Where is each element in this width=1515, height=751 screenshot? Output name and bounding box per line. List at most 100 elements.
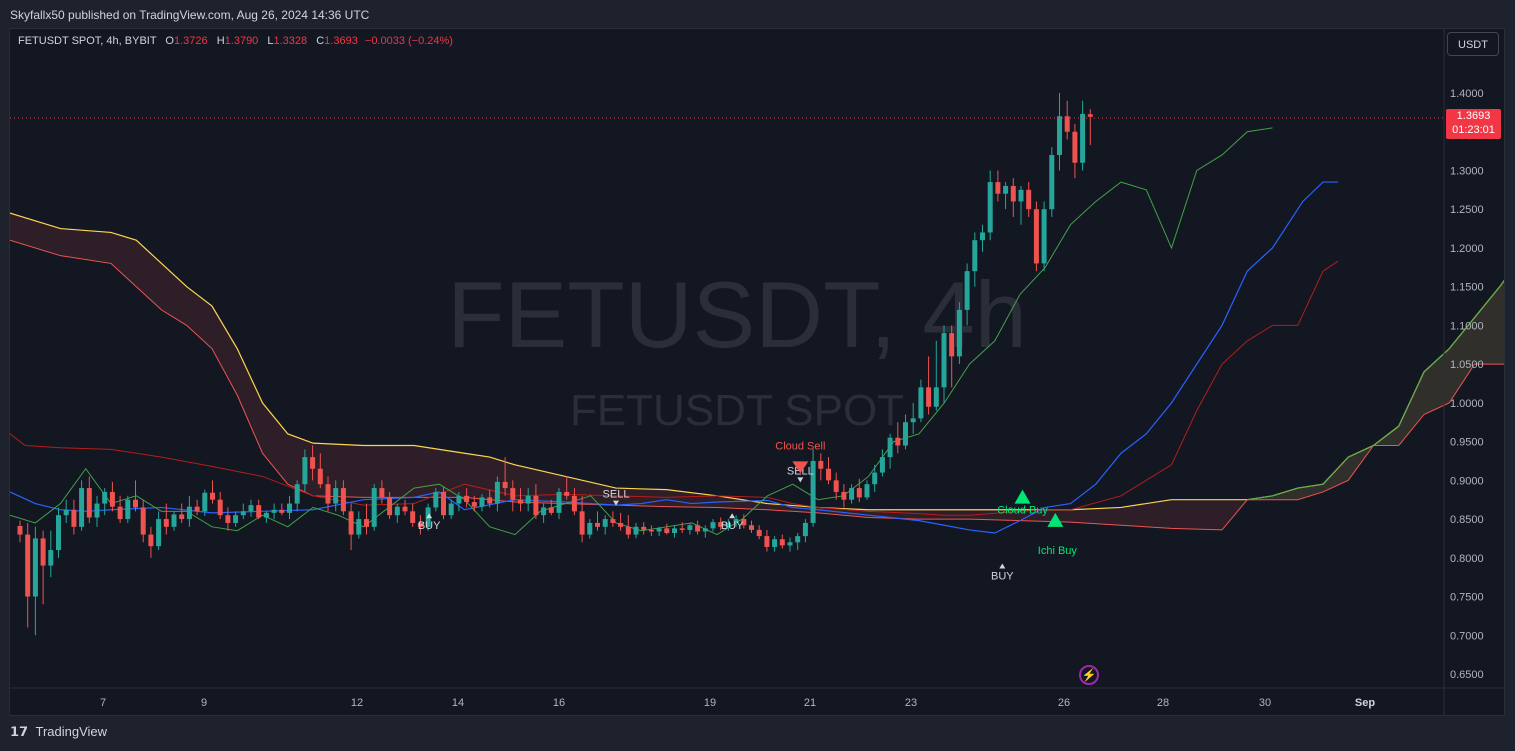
candle: [117, 495, 123, 523]
candle: [741, 514, 747, 529]
candle: [456, 491, 462, 512]
sell-arrow-icon: [797, 477, 804, 483]
candle: [579, 495, 585, 543]
symbol-watermark: FETUSDT, 4h FETUSDT SPOT: [447, 262, 1027, 435]
candle-body: [980, 232, 985, 241]
candle-body: [294, 484, 300, 504]
candle: [40, 530, 46, 605]
time-tick-label: 21: [804, 697, 816, 709]
candle: [171, 511, 177, 531]
time-tick-label: 12: [351, 697, 363, 709]
kijun-sen-line: [10, 260, 1339, 516]
candle-body: [856, 488, 862, 498]
candle-body: [56, 515, 61, 551]
candle-body: [117, 506, 123, 520]
candle: [1003, 182, 1009, 210]
candle: [833, 472, 839, 500]
candle-body: [248, 505, 254, 512]
close-value: 1.3693: [324, 35, 358, 47]
candle-body: [795, 536, 801, 543]
candle: [263, 511, 269, 523]
chikou-span-line: [10, 127, 1273, 536]
candle-body: [679, 528, 685, 530]
ichi-buy-label: Ichi Buy: [1038, 545, 1078, 557]
candle: [656, 526, 662, 537]
candle-body: [79, 488, 85, 527]
candle: [610, 511, 616, 527]
candle-body: [595, 522, 600, 527]
candle-body: [1041, 209, 1047, 264]
candle: [810, 449, 816, 527]
candle: [1033, 201, 1039, 272]
low-value: 1.3328: [273, 35, 308, 47]
candle-body: [340, 488, 346, 512]
price-tick-label: 0.7000: [1450, 630, 1484, 642]
candle: [279, 503, 285, 516]
cloud-bull-fill: [1247, 280, 1504, 500]
candle: [1087, 109, 1093, 146]
candle: [956, 302, 962, 365]
candle-body: [672, 528, 677, 534]
candle: [140, 499, 146, 543]
candle-body: [1080, 113, 1086, 163]
candle: [541, 503, 547, 523]
candle-body: [995, 182, 1001, 194]
candle-body: [256, 505, 262, 518]
candle-body: [179, 514, 185, 520]
candle: [348, 503, 354, 551]
buy-arrow-icon: [426, 513, 433, 519]
candle: [163, 503, 169, 535]
price-tick-label: 0.9000: [1450, 475, 1484, 487]
candle-body: [17, 526, 23, 535]
candle-body: [271, 509, 277, 513]
time-axis[interactable]: 7 9 12 14 16 19 21 23 26 28 30 Sep: [100, 697, 1375, 709]
candle: [987, 170, 993, 241]
candle: [964, 263, 970, 326]
candle: [879, 449, 885, 477]
tradingview-logo-icon: 𝟭𝟳: [10, 724, 29, 739]
candle: [294, 480, 300, 512]
candle: [317, 453, 323, 489]
lightning-bolt-icon[interactable]: ⚡: [1079, 665, 1099, 685]
candle-body: [171, 514, 177, 527]
candle-body: [494, 481, 500, 504]
candle: [887, 433, 893, 469]
candle-body: [956, 309, 962, 357]
candle: [86, 476, 92, 523]
candle-body: [926, 387, 932, 407]
candle-body: [664, 528, 670, 534]
candle-body: [918, 387, 924, 419]
candle-body: [818, 460, 824, 469]
candle: [333, 480, 339, 512]
candle-body: [471, 502, 477, 507]
tenkan-sen-line: [10, 181, 1339, 534]
high-value: 1.3790: [224, 35, 259, 47]
time-tick-label: 23: [905, 697, 917, 709]
candle-body: [1049, 154, 1055, 210]
candle: [687, 522, 693, 535]
price-axis[interactable]: 1.4000 1.3000 1.2500 1.2000 1.1500 1.1000 1.05…: [1450, 88, 1484, 681]
candle-body: [433, 491, 439, 508]
buy-arrow-icon: [729, 513, 736, 519]
candle-body: [810, 460, 816, 523]
candle-body: [702, 528, 708, 532]
currency-selector[interactable]: USDT: [1447, 32, 1499, 56]
candle-body: [456, 495, 462, 504]
candle-body: [964, 271, 970, 310]
time-tick-label: 14: [452, 697, 464, 709]
candle-body: [348, 511, 354, 535]
time-tick-label: 9: [201, 697, 207, 709]
price-tick-label: 1.0000: [1450, 398, 1484, 410]
candle: [633, 522, 639, 539]
candle-body: [317, 468, 323, 485]
time-tick-label: 16: [553, 697, 565, 709]
candle-body: [733, 519, 739, 523]
candle-body: [633, 526, 639, 535]
candle-body: [210, 492, 215, 500]
candle-body: [325, 484, 331, 504]
price-tick-label: 0.8500: [1450, 514, 1484, 526]
price-chart[interactable]: FETUSDT, 4h FETUSDT SPOT BUYSELLBUYSELLC…: [10, 29, 1504, 715]
candle: [1018, 185, 1024, 225]
cloud-buy-triangle-icon: [1014, 489, 1031, 504]
